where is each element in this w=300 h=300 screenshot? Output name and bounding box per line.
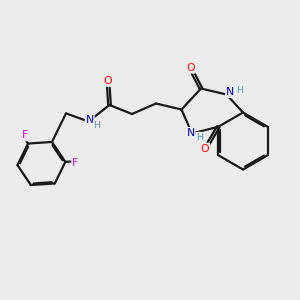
Text: N: N bbox=[85, 115, 94, 125]
Text: O: O bbox=[186, 63, 195, 73]
Text: O: O bbox=[201, 143, 209, 154]
Text: N: N bbox=[186, 128, 195, 138]
Text: O: O bbox=[103, 76, 112, 86]
Text: F: F bbox=[22, 130, 28, 140]
Text: N: N bbox=[226, 87, 234, 97]
Text: F: F bbox=[72, 158, 78, 167]
Text: H: H bbox=[196, 133, 203, 142]
Text: H: H bbox=[93, 121, 100, 130]
Text: H: H bbox=[236, 86, 244, 95]
